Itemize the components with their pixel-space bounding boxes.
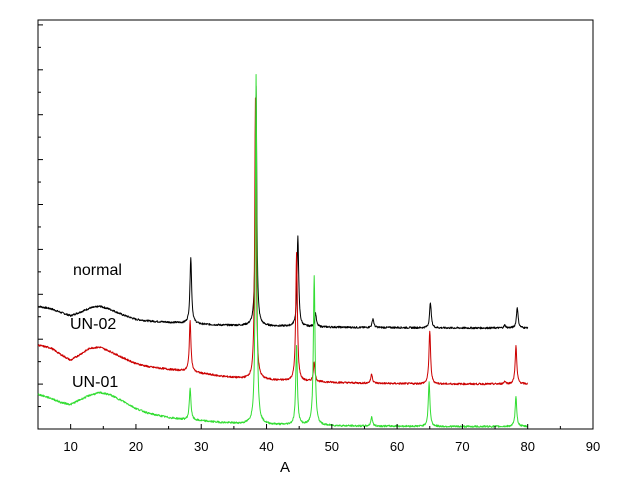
- series-label-un-01: UN-01: [72, 374, 118, 391]
- x-tick-label: 10: [63, 439, 77, 454]
- x-tick-label: 80: [520, 439, 534, 454]
- series-line-un-01: [37, 74, 528, 428]
- y-axis-ticks: [38, 24, 43, 408]
- x-tick-label: 60: [390, 439, 404, 454]
- x-tick-label: 40: [259, 439, 273, 454]
- series-label-un-02: UN-02: [70, 316, 116, 333]
- x-tick-label: 70: [455, 439, 469, 454]
- x-axis-title: A: [280, 459, 290, 476]
- x-tick-label: 30: [194, 439, 208, 454]
- series-label-normal: normal: [73, 262, 122, 279]
- x-axis-ticks: [37, 424, 594, 429]
- series-layer: [37, 74, 529, 428]
- x-tick-label: 20: [129, 439, 143, 454]
- series-line-normal: [37, 85, 529, 330]
- x-tick-label: 90: [586, 439, 600, 454]
- x-tick-labels: 10 20 30 40 50 60 70 80 90: [63, 439, 600, 454]
- plot-frame: [37, 19, 594, 430]
- series-line-un-02: [37, 97, 528, 386]
- x-tick-label: 50: [325, 439, 339, 454]
